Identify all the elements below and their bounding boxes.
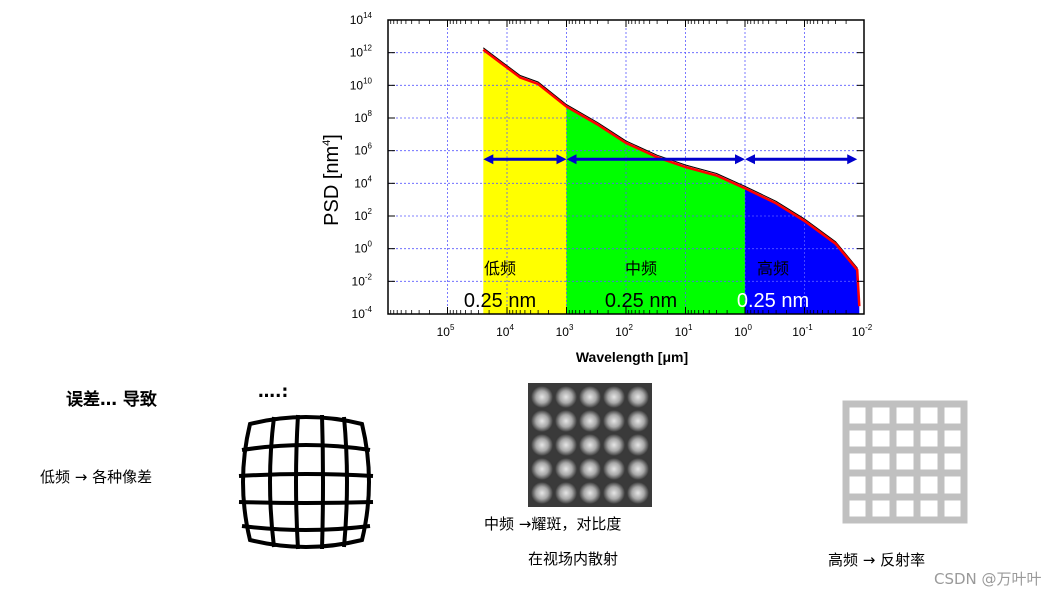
y-tick-label: 1012 <box>350 44 373 60</box>
band-area-1 <box>566 106 745 314</box>
reflectance-grid-image <box>842 400 968 524</box>
band-value-label: 0.25 nm <box>464 290 536 312</box>
barrel-distortion-grid-icon <box>238 414 374 550</box>
band-name-label: 高频 <box>757 259 789 278</box>
y-tick-label: 100 <box>354 240 372 256</box>
y-axis-label: PSD [nm4] <box>321 134 343 226</box>
flare-spot <box>627 410 649 432</box>
band-arrow-head-left <box>745 154 755 165</box>
x-tick-label: 104 <box>496 323 514 339</box>
x-tick-label: 10-1 <box>792 323 813 339</box>
band-arrow-head-left <box>566 154 577 165</box>
x-tick-label: 10-2 <box>852 323 873 339</box>
band-area-2 <box>745 188 860 314</box>
band-name-label: 中频 <box>625 259 657 278</box>
x-tick-label: 100 <box>734 323 752 339</box>
flare-spot <box>603 482 625 504</box>
flare-spot <box>627 434 649 456</box>
flare-spot <box>627 482 649 504</box>
flare-spot <box>627 458 649 480</box>
flare-spot <box>555 410 577 432</box>
low-frequency-caption: 低频 → 各种像差 <box>40 468 153 486</box>
flare-spot <box>603 458 625 480</box>
band-arrows <box>483 154 858 165</box>
band-arrow-head-right <box>556 154 567 165</box>
flare-spot <box>555 386 577 408</box>
high-frequency-caption: 高频 → 反射率 <box>828 551 926 569</box>
band-name-label: 低频 <box>484 259 516 278</box>
axis-ticks: 105 104 103 102 101 100 10-1 10-2 1014 1012 1010 10… <box>350 11 873 339</box>
band-arrow-head-left <box>483 154 494 165</box>
y-tick-label: 1014 <box>350 11 373 27</box>
band-arrow-head-right <box>735 154 745 165</box>
y-tick-label: 108 <box>354 109 372 125</box>
flare-spot <box>531 434 553 456</box>
watermark: CSDN @万叶叶 <box>934 570 1042 588</box>
band-labels: 低频 0.25 nm 中频 0.25 nm 高频 0.25 nm <box>464 259 809 312</box>
y-tick-label: 10-2 <box>352 272 373 288</box>
flare-spot <box>627 386 649 408</box>
flare-spot <box>579 434 601 456</box>
flare-spot <box>579 410 601 432</box>
flare-spot <box>579 482 601 504</box>
flare-spot <box>579 386 601 408</box>
x-tick-label: 101 <box>675 323 693 339</box>
error-dots: ….: <box>258 382 289 402</box>
flare-spot <box>603 434 625 456</box>
band-value-label: 0.25 nm <box>737 290 809 312</box>
flare-spot <box>531 386 553 408</box>
band-area-0 <box>483 49 567 315</box>
flare-spot <box>579 458 601 480</box>
x-tick-label: 102 <box>615 323 633 339</box>
mid-frequency-caption-line1: 中频 →耀斑，对比度 <box>484 515 622 533</box>
flare-spot <box>555 434 577 456</box>
flare-spot <box>603 410 625 432</box>
y-tick-label: 10-4 <box>352 305 373 321</box>
flare-spots-image <box>528 383 652 507</box>
error-heading: 误差… 导致 <box>66 390 157 410</box>
band-arrow-head-right <box>847 154 858 165</box>
y-tick-label: 102 <box>354 207 372 223</box>
flare-spot <box>555 482 577 504</box>
flare-spot <box>603 386 625 408</box>
flare-spot <box>531 458 553 480</box>
x-axis-label: Wavelength [μm] <box>576 349 688 365</box>
y-tick-label: 106 <box>354 142 372 158</box>
x-tick-label: 103 <box>556 323 574 339</box>
flare-spot <box>555 458 577 480</box>
flare-spot <box>531 482 553 504</box>
x-tick-label: 105 <box>437 323 455 339</box>
y-tick-label: 104 <box>354 174 372 190</box>
frequency-bands <box>483 49 860 315</box>
mid-frequency-caption-line2: 在视场内散射 <box>528 550 619 568</box>
psd-curve-red <box>482 48 861 307</box>
flare-spot <box>531 410 553 432</box>
band-value-label: 0.25 nm <box>605 290 677 312</box>
y-tick-label: 1010 <box>350 76 373 92</box>
